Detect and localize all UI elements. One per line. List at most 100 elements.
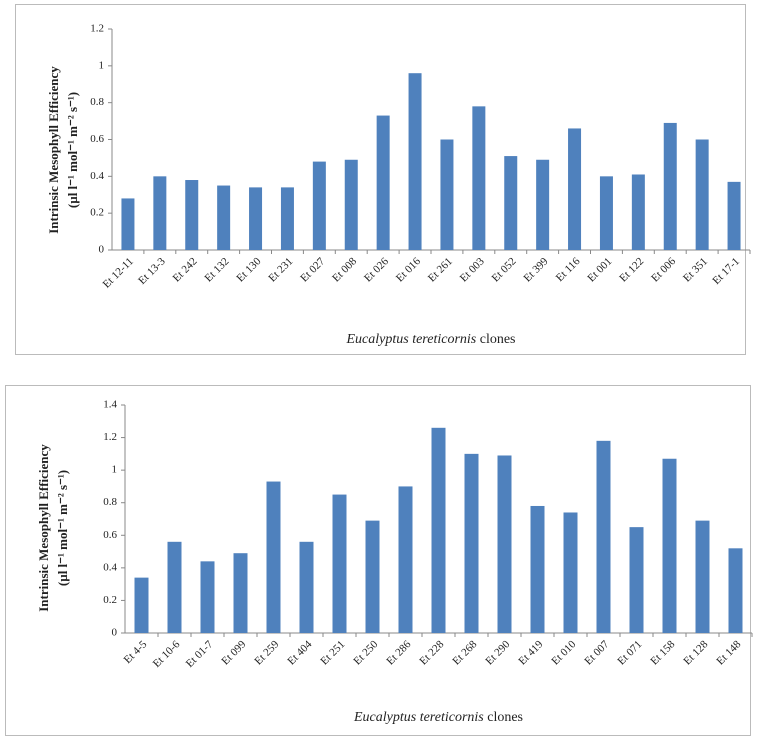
y-tick-label: 0.2 — [103, 594, 117, 606]
x-tick-label: Et 001 — [585, 255, 614, 284]
x-tick-label: Et 10-6 — [151, 638, 183, 670]
x-tick-label: Et 026 — [362, 255, 391, 284]
x-tick-label: Et 286 — [384, 638, 413, 667]
x-axis-label-suffix: clones — [480, 332, 516, 347]
y-axis-label: (µl l⁻¹ mol⁻¹ m⁻² s⁻¹) — [65, 92, 80, 208]
y-tick-label: 1 — [99, 59, 105, 71]
x-tick-label: Et 099 — [219, 638, 248, 667]
x-tick-label: Et 12-11 — [101, 255, 136, 290]
x-tick-label: Et 016 — [394, 255, 423, 284]
chart-frame — [15, 4, 746, 355]
y-tick-label: 0.8 — [90, 96, 104, 108]
bar — [464, 453, 479, 633]
x-tick-label: Et 008 — [330, 255, 359, 284]
x-axis-label-species: Eucalyptus tereticornis — [346, 332, 477, 347]
x-tick-label: Et 027 — [298, 255, 327, 284]
x-tick-label: Et 148 — [714, 638, 743, 667]
y-tick-label: 1.2 — [103, 431, 117, 443]
x-axis-label: Eucalyptus tereticornis clones — [353, 710, 523, 725]
bar — [599, 176, 613, 250]
bar — [167, 541, 182, 633]
x-tick-label: Et 399 — [522, 255, 551, 284]
bar — [472, 106, 486, 250]
y-tick-label: 0.4 — [103, 561, 117, 573]
bar — [121, 198, 135, 250]
bar — [727, 181, 741, 250]
bar — [497, 455, 512, 633]
bar — [249, 187, 263, 250]
bar — [431, 427, 446, 633]
x-tick-label: Et 122 — [617, 255, 646, 284]
bar — [266, 481, 281, 633]
x-tick-label: Et 071 — [615, 638, 644, 667]
x-tick-label: Et 052 — [490, 255, 519, 284]
bar — [299, 541, 314, 633]
bar — [563, 512, 578, 633]
y-tick-label: 1 — [112, 464, 118, 476]
bar — [233, 553, 248, 633]
x-tick-label: Et 132 — [203, 255, 232, 284]
y-tick-label: 0 — [99, 244, 105, 256]
x-tick-label: Et 290 — [483, 638, 512, 667]
bar — [536, 159, 550, 250]
bar — [695, 139, 709, 250]
bar — [663, 122, 677, 250]
x-tick-label: Et 17-1 — [710, 255, 742, 287]
bar — [662, 458, 677, 633]
x-tick-label: Et 13-3 — [136, 255, 168, 287]
bar — [568, 128, 582, 250]
x-tick-label: Et 006 — [649, 255, 678, 284]
bar — [398, 486, 413, 633]
x-tick-label: Et 261 — [426, 255, 455, 284]
x-tick-label: Et 231 — [266, 255, 295, 284]
y-tick-label: 0.6 — [103, 529, 117, 541]
bar — [629, 527, 644, 633]
x-tick-label: Et 01-7 — [184, 638, 216, 670]
bar — [217, 185, 231, 250]
y-axis-label: Intrinsic Mesophyll Efficiency — [46, 66, 61, 234]
bar — [153, 176, 167, 250]
y-axis-label: Intrinsic Mesophyll Efficiency — [36, 444, 51, 612]
bar — [344, 159, 358, 250]
bar — [504, 156, 518, 250]
x-tick-label: Et 250 — [351, 638, 380, 667]
y-tick-label: 0.2 — [90, 207, 104, 219]
x-tick-label: Et 158 — [648, 638, 677, 667]
bar — [185, 180, 199, 250]
x-tick-label: Et 130 — [234, 255, 263, 284]
bar — [332, 494, 347, 633]
bar — [365, 520, 380, 633]
bar — [440, 139, 454, 250]
x-tick-label: Et 228 — [417, 638, 446, 667]
y-tick-label: 0 — [112, 627, 118, 639]
bar — [596, 440, 611, 633]
x-tick-label: Et 404 — [285, 638, 314, 667]
bar — [134, 577, 149, 633]
bar — [312, 161, 326, 250]
bar — [728, 548, 743, 633]
y-tick-label: 0.6 — [90, 133, 104, 145]
bar — [280, 187, 294, 250]
bar — [530, 505, 545, 633]
y-tick-label: 0.4 — [90, 170, 104, 182]
x-tick-label: Et 010 — [549, 638, 578, 667]
x-tick-label: Et 003 — [458, 255, 487, 284]
x-tick-label: Et 259 — [252, 638, 281, 667]
x-tick-label: Et 007 — [582, 638, 611, 667]
x-tick-label: Et 128 — [681, 638, 710, 667]
x-tick-label: Et 268 — [450, 638, 479, 667]
bar — [408, 73, 422, 250]
bar — [631, 174, 645, 250]
y-axis-label: (µl l⁻¹ mol⁻¹ m⁻² s⁻¹) — [55, 470, 70, 586]
y-tick-label: 0.8 — [103, 496, 117, 508]
bar — [200, 561, 215, 633]
x-tick-label: Et 116 — [554, 255, 583, 284]
x-axis-label-suffix: clones — [487, 710, 523, 725]
x-tick-label: Et 4-5 — [122, 638, 150, 666]
y-tick-label: 1.4 — [103, 399, 117, 411]
bar — [376, 115, 390, 250]
y-tick-label: 1.2 — [90, 23, 104, 35]
x-tick-label: Et 242 — [171, 255, 200, 284]
x-axis-label-species: Eucalyptus tereticornis — [353, 710, 484, 725]
